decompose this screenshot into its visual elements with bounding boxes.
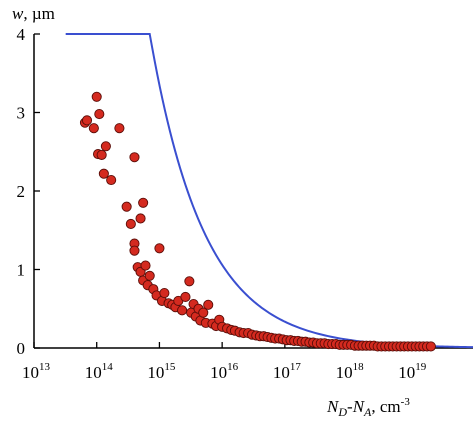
x-label-unit: , cm <box>371 397 400 416</box>
x-tick-label: 1013 <box>22 361 51 382</box>
x-tick-label: 1018 <box>336 361 365 382</box>
data-point <box>121 201 132 212</box>
data-point <box>140 260 151 271</box>
data-point <box>94 109 105 120</box>
data-point <box>203 299 214 310</box>
data-point <box>125 218 136 230</box>
y-tick-label: 1 <box>17 261 26 280</box>
y-tick-label: 2 <box>17 182 26 201</box>
x-label-n2: N <box>352 397 366 416</box>
data-point <box>91 91 102 102</box>
y-ticks: 0 1 2 3 4 <box>17 25 40 358</box>
data-point <box>425 341 436 352</box>
data-point <box>114 123 125 134</box>
x-tick-label: 1017 <box>273 361 302 382</box>
data-point <box>184 276 195 287</box>
x-axis-label: ND-NA, cm-3 <box>326 396 410 419</box>
x-tick-label: 1016 <box>210 361 239 382</box>
x-label-n1: N <box>326 397 340 416</box>
x-label-sub1: D <box>337 405 347 419</box>
data-point <box>198 307 209 318</box>
data-point <box>88 123 99 134</box>
data-point <box>180 291 191 303</box>
fit-curve <box>65 33 474 349</box>
data-point <box>98 168 109 179</box>
plot-area: 0 1 2 3 4 1013 1014 1015 1016 1017 1018 1019 <box>17 25 474 382</box>
y-axis-unit: , µm <box>23 4 55 23</box>
y-axis-symbol: w <box>12 4 24 23</box>
x-label-dash: - <box>347 397 353 416</box>
y-axis-label: w, µm <box>12 4 55 23</box>
data-point <box>129 245 140 256</box>
y-tick-label: 4 <box>17 25 26 44</box>
x-label-sub2: A <box>363 405 372 419</box>
y-tick-label: 0 <box>17 339 26 358</box>
data-point <box>135 213 146 224</box>
x-tick-label: 1015 <box>147 361 176 382</box>
data-point <box>129 152 140 163</box>
data-point <box>177 305 188 316</box>
x-tick-label: 1014 <box>85 361 114 382</box>
y-tick-label: 3 <box>17 104 26 123</box>
data-point <box>154 243 165 254</box>
data-point <box>100 141 111 152</box>
data-point <box>106 174 117 186</box>
data-point <box>81 115 93 126</box>
data-points <box>79 91 436 352</box>
x-tick-label: 1019 <box>398 361 427 382</box>
x-label-unit-exp: -3 <box>401 396 411 408</box>
data-point <box>159 287 170 299</box>
data-point <box>96 149 107 160</box>
data-point <box>138 197 149 208</box>
data-point <box>144 270 155 281</box>
